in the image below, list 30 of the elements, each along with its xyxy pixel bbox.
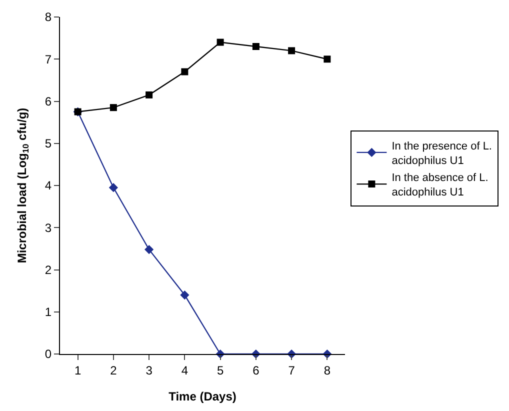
point xyxy=(146,91,153,98)
y-tick-label: 3 xyxy=(44,220,52,235)
y-tick-label: 4 xyxy=(44,178,52,193)
point xyxy=(324,56,331,63)
x-tick-label: 3 xyxy=(146,363,153,378)
y-tick-label: 6 xyxy=(44,94,52,108)
x-tick-label: 6 xyxy=(252,363,260,378)
point xyxy=(108,183,118,192)
x-tick-label: 8 xyxy=(324,363,331,378)
legend-label: In the presence of L. acidophilus U1 xyxy=(392,140,492,167)
x-tick-label: 1 xyxy=(74,363,82,378)
x-tick-label: 7 xyxy=(288,363,296,378)
point xyxy=(144,244,154,254)
legend-label: In the absence of L. acidophilus U1 xyxy=(392,172,488,198)
point xyxy=(180,290,190,300)
point xyxy=(288,47,296,54)
y-tick-label: 7 xyxy=(44,52,52,66)
y-tick-label: 0 xyxy=(44,347,52,362)
point xyxy=(110,104,117,112)
y-tick-label: 5 xyxy=(44,136,52,151)
y-tick-label: 8 xyxy=(44,10,52,24)
y-tick-label: 2 xyxy=(44,262,52,277)
point xyxy=(181,68,188,76)
point xyxy=(216,38,224,46)
point xyxy=(252,42,260,50)
x-tick-label: 5 xyxy=(216,363,224,378)
y-tick-label: 1 xyxy=(44,305,52,320)
x-axis-title: Time (Days) xyxy=(168,389,236,404)
x-tick-label: 2 xyxy=(110,363,118,378)
x-tick-label: 4 xyxy=(181,363,188,378)
